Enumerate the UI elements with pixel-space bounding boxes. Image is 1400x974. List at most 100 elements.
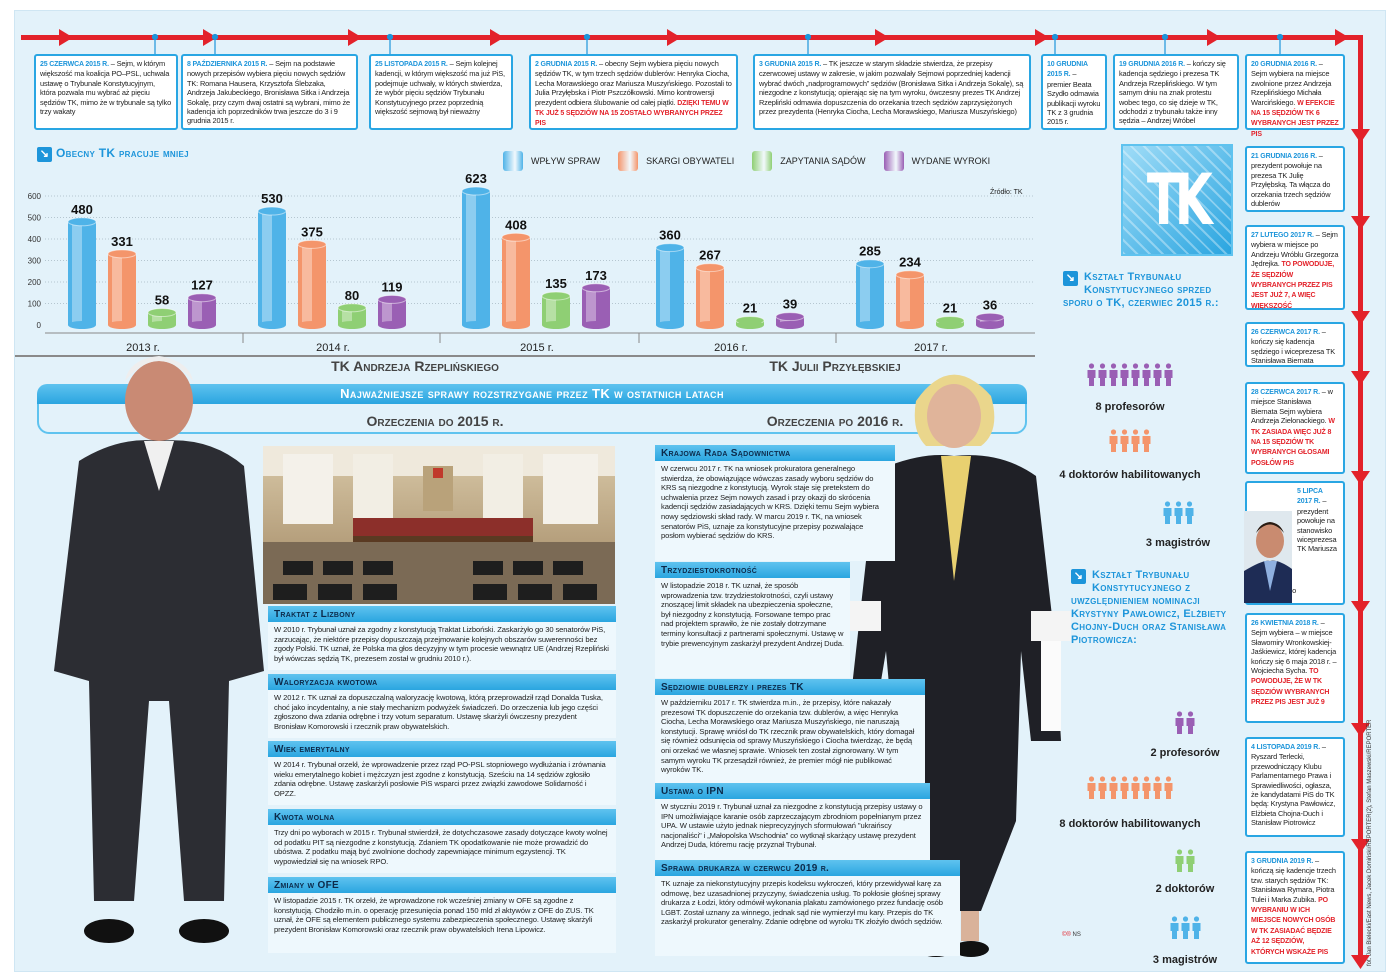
legend-item: Wydane wyroki (883, 151, 990, 171)
case-text: W październiku 2017 r. TK stwierdza m.in… (655, 695, 925, 795)
bar-value-label: 36 (983, 297, 997, 312)
bar-base (976, 321, 1004, 329)
case-card: Trzydziestokrotność W listopadzie 2018 r.… (655, 562, 850, 678)
bar-highlight (700, 267, 710, 325)
person-icon (1098, 363, 1107, 387)
case-title: Zmiany w OFE (268, 877, 616, 893)
arrow-down-right-icon: ↘ (37, 147, 52, 162)
figure-group (1050, 363, 1210, 387)
bar-top (695, 263, 725, 273)
person-icon (1164, 363, 1173, 387)
figure-group (1050, 776, 1210, 800)
y-tick-label: 0 (37, 321, 42, 330)
case-text: W 2014 r. Trybunał orzekł, że wprowadzen… (268, 757, 616, 805)
bar-top (895, 270, 925, 280)
event-text: – Sejm wybiera – w miejsce Sławomiry Wro… (1251, 618, 1337, 676)
bar-base (298, 321, 326, 329)
bar (582, 287, 610, 325)
bar-base (856, 321, 884, 329)
legend-label: Wpływ spraw (531, 156, 601, 166)
x-tick-label: 2013 r. (126, 342, 160, 354)
bar-top (855, 259, 885, 269)
case-title: Waloryzacja kwotowa (268, 674, 616, 690)
infographic: 25 czerwca 2015 r. – Sejm, w którym więk… (14, 10, 1386, 972)
photo-mariusz-muszynski (1244, 511, 1292, 603)
person-icon (1153, 363, 1162, 387)
bar-top (775, 312, 805, 322)
person-icon (1174, 501, 1183, 525)
timeline-line (21, 29, 1370, 969)
bar-top (461, 186, 491, 196)
case-title: Sędziowie dublerzy i prezes TK (655, 679, 925, 695)
timeline-event: 19 grudnia 2016 r. – kończy się kadencja… (1113, 54, 1239, 130)
bar-value-label: 39 (783, 297, 797, 312)
event-date: 27 lutego 2017 r. (1251, 232, 1314, 239)
figure-group-label: 2 profesorów (1150, 747, 1220, 759)
event-text: – obecny Sejm wybiera pięciu nowych sędz… (535, 59, 732, 107)
composition-after-title: ↘ Kształt Trybunału Konstytucyjnego z uwz… (1071, 569, 1227, 646)
y-tick-label: 400 (28, 235, 42, 244)
bar-highlight (152, 312, 162, 325)
bar-highlight (506, 237, 516, 325)
bar-value-label: 234 (899, 255, 921, 270)
bar (258, 211, 286, 325)
bar-base (542, 321, 570, 329)
person-icon (1120, 363, 1129, 387)
bar (502, 237, 530, 325)
person-icon (1120, 429, 1129, 453)
person-icon (1142, 429, 1151, 453)
bar-base (656, 321, 684, 329)
figure-group-label: 3 magistrów (1152, 954, 1218, 966)
person-icon (1153, 776, 1162, 800)
tk-logo: TK (1121, 144, 1233, 256)
bar-highlight (466, 191, 476, 325)
event-highlight: Po wybraniu w ich miejsce nowych osób w … (1251, 896, 1336, 956)
bar-base (736, 321, 764, 329)
event-date: 10 grudnia 2015 r. (1047, 61, 1088, 79)
rulings-before-title: Orzeczenia do 2015 r. (366, 413, 504, 429)
photo-credit: fot. Jan Bielecki/East News, Jacek Domiń… (1367, 719, 1373, 966)
case-card: Ustawa o IPN W styczniu 2019 r. Trybunał … (655, 783, 930, 864)
bar-top (975, 312, 1005, 322)
bar-base (896, 321, 924, 329)
legend-swatch (883, 151, 904, 171)
figure-group-label: 3 magistrów (1145, 537, 1211, 549)
figure-group-label: 2 doktorów (1155, 883, 1215, 895)
case-card: Zmiany w OFE W listopadzie 2015 r. TK orz… (268, 877, 616, 953)
bar (462, 191, 490, 325)
bar-top (297, 239, 327, 249)
person-icon (1186, 711, 1195, 735)
event-date: 2 grudnia 2015 r. (535, 61, 598, 68)
bar-value-label: 530 (261, 191, 283, 206)
event-text: – TK jeszcze w starym składzie stwierdza… (759, 59, 1024, 117)
person-icon (1163, 501, 1172, 525)
era-przylebska: TK Julii Przyłębskiej (769, 358, 901, 374)
case-text: W listopadzie 2015 r. TK orzekł, że wpro… (268, 893, 616, 953)
bar-base (582, 321, 610, 329)
person-icon (1087, 776, 1096, 800)
timeline-event: 3 grudnia 2015 r. – TK jeszcze w starym … (753, 54, 1031, 130)
timeline-event: 21 grudnia 2016 r. – prezydent powołuje … (1245, 146, 1345, 212)
bar-base (68, 321, 96, 329)
person-icon (1192, 916, 1201, 940)
event-highlight: To powoduje, że sędziów wybranych przez … (1251, 261, 1335, 310)
timeline-event: 10 grudnia 2015 r. – premier Beata Szydł… (1041, 54, 1107, 130)
bar-value-label: 58 (155, 293, 169, 308)
banner: Najważniejsze sprawy rozstrzygane przez … (37, 384, 1027, 404)
bar-base (462, 321, 490, 329)
bar-base (148, 321, 176, 329)
person-icon (1181, 916, 1190, 940)
author-signature: ©® NS (1062, 932, 1081, 938)
chart-title: ↘ Obecny TK pracuje mniej (37, 147, 189, 162)
y-tick-label: 200 (28, 278, 42, 287)
timeline-event: 26 czerwca 2017 r. – kończy się kadencja… (1245, 322, 1345, 367)
bar-highlight (660, 247, 670, 325)
event-date: 26 czerwca 2017 r. (1251, 329, 1320, 336)
event-date: 5 lipca 2017 r. (1297, 488, 1323, 506)
case-text: TK uznaje za niekonstytucyjny przepis ko… (655, 876, 960, 956)
case-card: Waloryzacja kwotowa W 2012 r. TK uznał za… (268, 674, 616, 738)
legend-swatch (503, 151, 523, 171)
bar-top (377, 294, 407, 304)
legend-label: Skargi obywateli (646, 156, 735, 166)
bar (856, 263, 884, 325)
